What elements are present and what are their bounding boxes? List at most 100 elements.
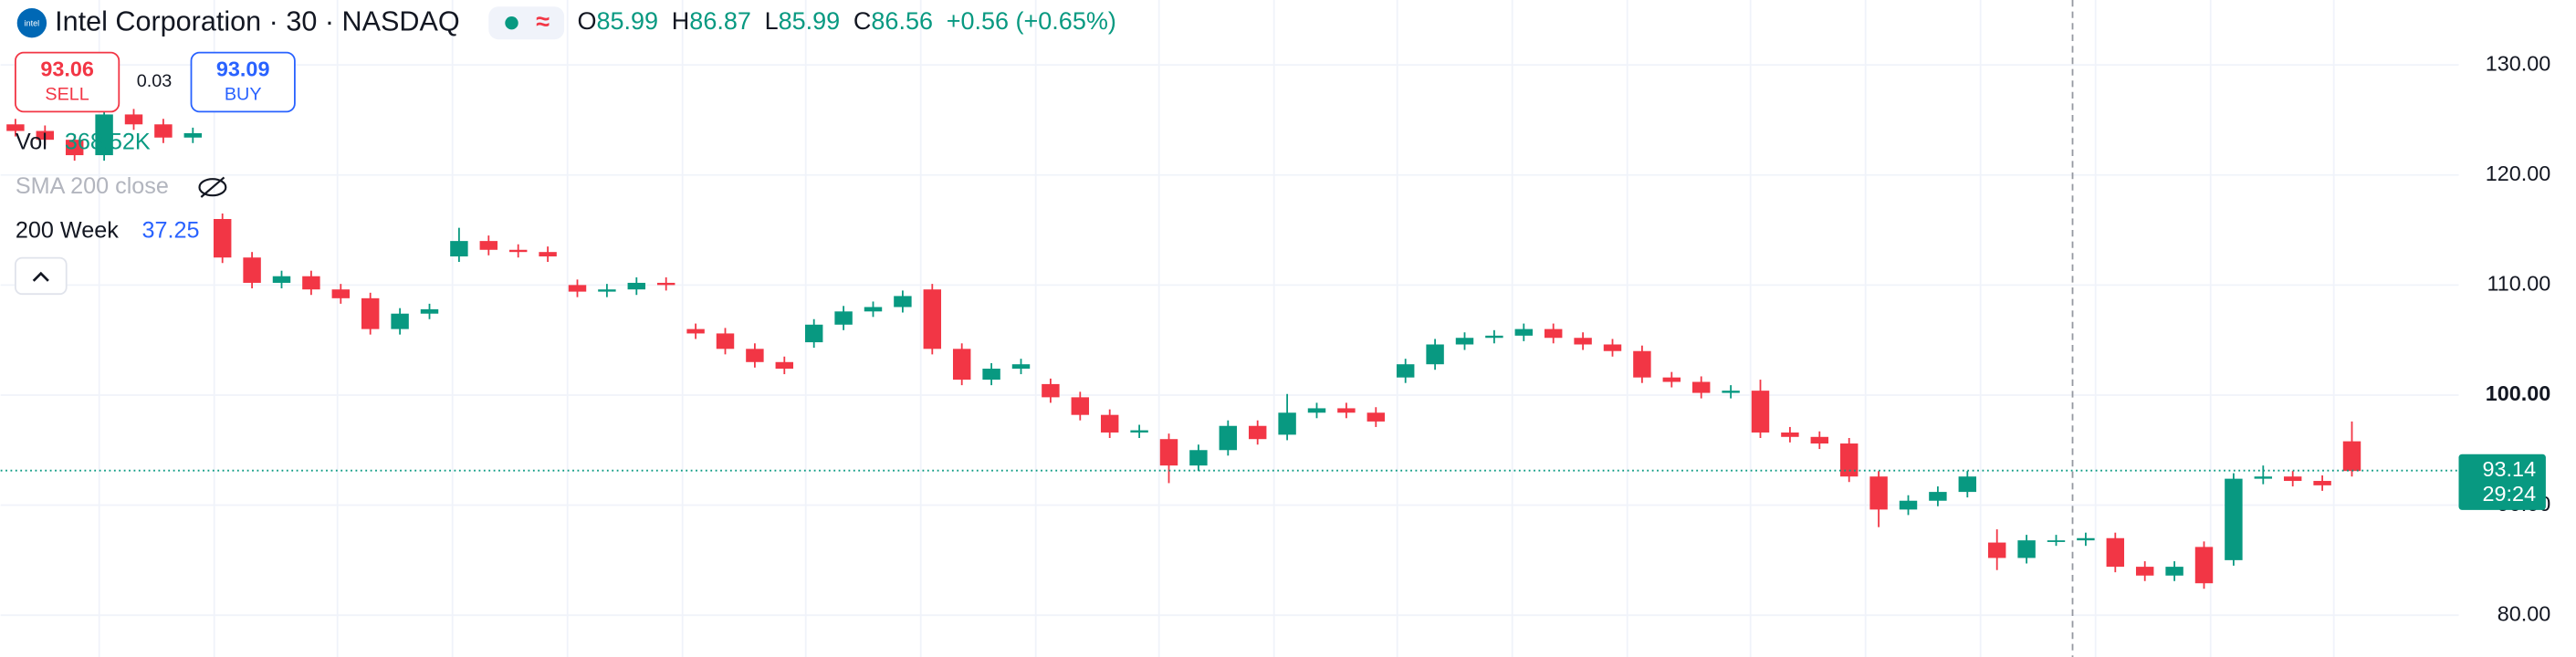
candle-body: [716, 333, 735, 349]
candle-body: [1485, 335, 1503, 339]
candle-body: [2313, 481, 2331, 485]
candle-body: [213, 218, 232, 258]
candle-body: [627, 282, 646, 290]
sell-price: 93.06: [40, 57, 94, 81]
candle-body: [1929, 492, 1947, 501]
ohlc-label: C: [853, 7, 872, 35]
candle-body: [1691, 381, 1711, 393]
sell-label: SELL: [45, 85, 89, 105]
candle-body: [1899, 500, 1918, 510]
y-tick-label: 130.00: [2486, 51, 2551, 75]
candle-body: [154, 124, 173, 138]
price-axis: 80.0090.00100.00110.00120.00130.0093.142…: [2458, 51, 2551, 625]
candle-body: [1722, 391, 1740, 393]
y-tick-label: 80.00: [2497, 601, 2551, 625]
candle-body: [2254, 476, 2273, 479]
candle-body: [1071, 397, 1090, 415]
candle-body: [1987, 542, 2006, 558]
trade-panel: 93.06 SELL 0.03 93.09 BUY: [15, 51, 296, 113]
buy-button[interactable]: [190, 51, 296, 113]
candle-body: [952, 349, 971, 381]
symbol-title: Intel Corporation · 30 · NASDAQ: [55, 5, 460, 36]
collapse-icon: [32, 271, 49, 282]
week-value: 37.25: [142, 217, 200, 243]
candle-body: [2194, 547, 2214, 584]
status-pill[interactable]: [488, 6, 565, 40]
candle-body: [1189, 450, 1208, 466]
buy-label: BUY: [225, 85, 262, 105]
plot-area: [0, 109, 2459, 589]
candle-body: [1603, 344, 1622, 351]
candle-body: [1633, 350, 1651, 378]
candle-body: [479, 241, 498, 250]
price-label: 93.14: [2483, 457, 2537, 481]
candle-body: [2077, 537, 2095, 541]
candle-body: [124, 114, 143, 125]
candle-body: [302, 276, 320, 290]
y-tick-label: 110.00: [2487, 272, 2550, 296]
ohlc-values: O85.99 H86.87 L85.99 C86.56 +0.56 (+0.65…: [578, 7, 1116, 35]
sell-button[interactable]: [15, 51, 120, 113]
candle-body: [1396, 364, 1415, 378]
candle-body: [1455, 338, 1474, 345]
ohlc-value: 86.87: [689, 7, 751, 35]
ohlc-label: H: [672, 7, 690, 35]
candle-body: [923, 289, 942, 349]
candle-body: [746, 349, 764, 362]
candle-body: [1514, 328, 1534, 336]
spread: 0.03: [137, 71, 173, 91]
ohlc-label: O: [578, 7, 597, 35]
candle-body: [1574, 338, 1592, 345]
collapse-button[interactable]: [15, 256, 68, 296]
market-status: [505, 16, 518, 30]
logo-mark: intel: [25, 18, 40, 27]
buy-price: 93.09: [216, 57, 270, 81]
candle-body: [568, 285, 587, 292]
candle-body: [1544, 328, 1563, 339]
price-label-box: [2458, 454, 2546, 510]
candle-body: [1751, 391, 1770, 433]
candle-body: [1248, 425, 1267, 440]
candle-body: [834, 311, 853, 325]
candle-body: [656, 282, 675, 286]
candle-body: [2135, 567, 2154, 576]
candle-body: [6, 124, 25, 131]
candle-body: [1337, 408, 1356, 413]
candle-body: [65, 140, 84, 156]
candle-body: [598, 289, 616, 292]
candle-body: [894, 296, 912, 308]
candle-body: [1130, 430, 1148, 433]
candle-body: [420, 308, 439, 314]
candle-body: [864, 307, 883, 312]
candle-body: [2225, 478, 2243, 560]
ohlc-value: 85.99: [597, 7, 659, 35]
legend-header: intel Intel Corporation · 30 · NASDAQ ≈ …: [16, 5, 1116, 40]
week-label: 200 Week: [16, 217, 119, 243]
countdown-label: 29:24: [2483, 482, 2537, 506]
candle-body: [361, 297, 380, 329]
change-value: +0.56 (+0.65%): [947, 7, 1116, 35]
data-status: ≈: [536, 7, 550, 35]
candle-body: [2165, 567, 2183, 576]
candle-body: [539, 252, 557, 257]
candle-body: [1839, 443, 1859, 477]
sma-label: SMA 200 close: [16, 173, 169, 199]
candle-body: [2342, 441, 2361, 472]
ohlc-label: L: [765, 7, 779, 35]
candle-body: [1958, 476, 1977, 493]
candle-body: [1426, 344, 1444, 365]
candle-body: [1307, 408, 1326, 413]
candle-body: [450, 241, 468, 257]
candle-body: [804, 324, 823, 343]
candle-body: [331, 289, 351, 298]
y-tick-label: 120.00: [2486, 162, 2551, 185]
ohlc-value: 86.56: [871, 7, 933, 35]
candle-body: [1781, 432, 1799, 437]
hidden-icon[interactable]: [198, 176, 227, 198]
y-tick-label: 100.00: [2486, 381, 2551, 405]
candle-body: [243, 257, 261, 283]
candle-body: [686, 328, 705, 334]
